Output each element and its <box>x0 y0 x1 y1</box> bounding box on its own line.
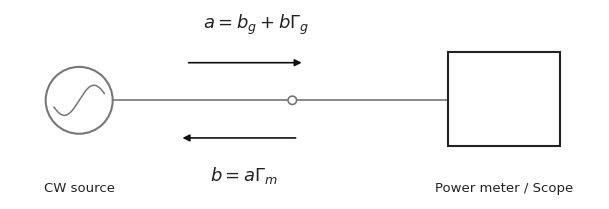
Text: CW source: CW source <box>44 182 114 195</box>
Bar <box>448 52 560 146</box>
Text: $b = a\Gamma_m$: $b = a\Gamma_m$ <box>209 165 278 186</box>
Text: $a = b_g + b\Gamma_g$: $a = b_g + b\Gamma_g$ <box>203 13 309 37</box>
Ellipse shape <box>288 96 297 104</box>
Text: Power meter / Scope: Power meter / Scope <box>435 182 574 195</box>
